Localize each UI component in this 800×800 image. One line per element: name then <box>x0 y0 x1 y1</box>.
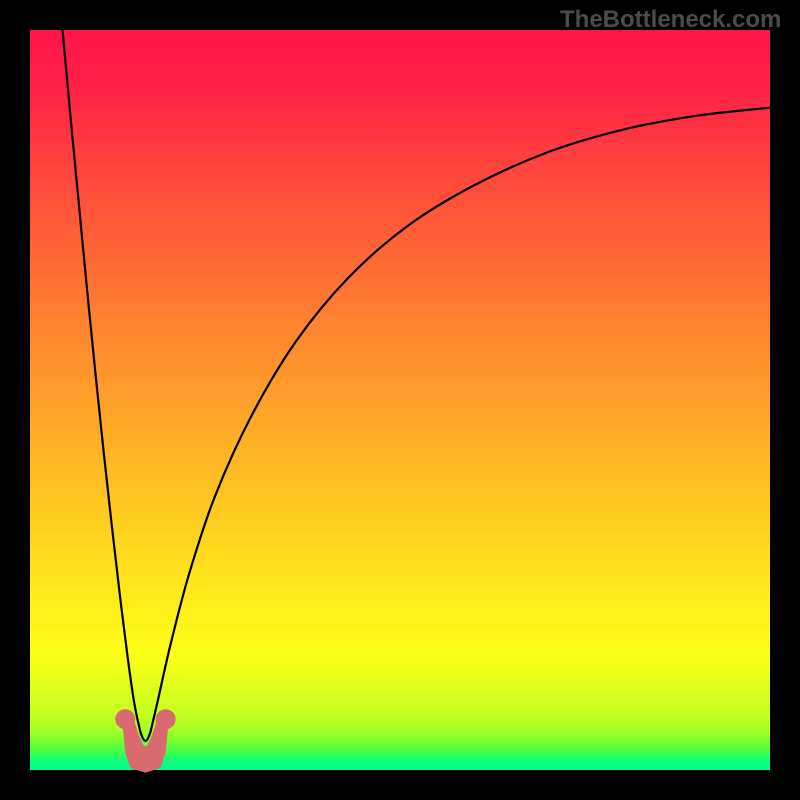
chart-frame: TheBottleneck.com <box>0 0 800 800</box>
blob-lobe-right <box>156 709 176 729</box>
chart-svg <box>0 0 800 800</box>
blob-lobe-left <box>115 709 135 729</box>
watermark-text: TheBottleneck.com <box>560 6 781 34</box>
plot-background <box>30 30 770 770</box>
